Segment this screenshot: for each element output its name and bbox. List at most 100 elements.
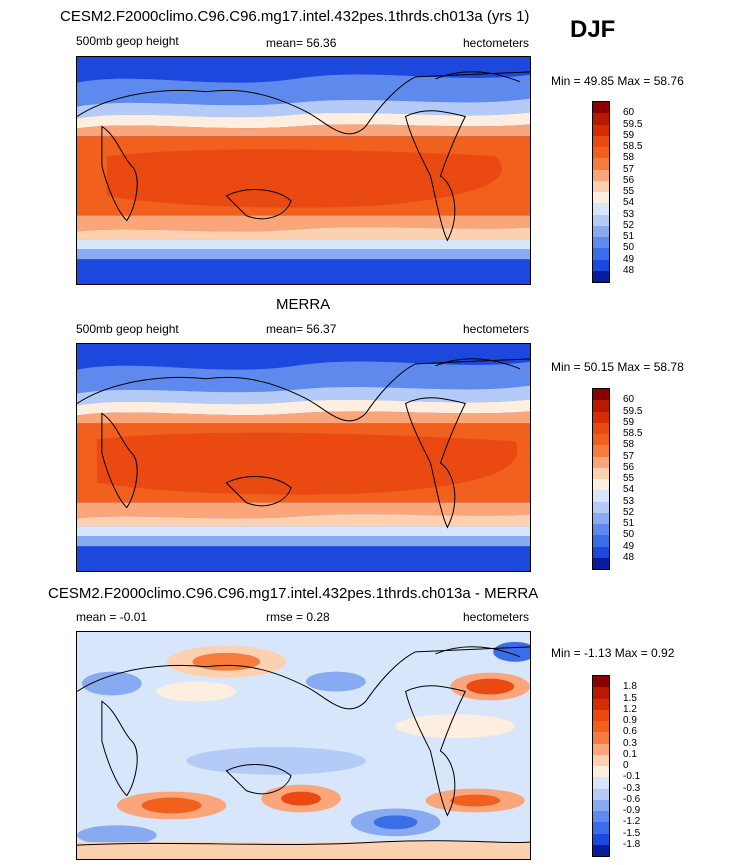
colorbar-tick-label: 0.6 [623, 726, 637, 738]
panel-2-units: hectometers [463, 322, 530, 336]
panel-1-colorbar [592, 101, 610, 283]
panel-1-minmax: Min = 49.85 Max = 58.76 [551, 74, 684, 88]
panel-2-map-plot [77, 344, 530, 571]
colorbar-swatch [593, 788, 609, 800]
panel-1-map [76, 56, 531, 285]
colorbar-swatch [593, 400, 609, 412]
colorbar-swatch [593, 479, 609, 491]
colorbar-tick-label: 58.5 [623, 428, 643, 439]
colorbar-swatch [593, 490, 609, 502]
panel-3-map-plot [77, 632, 530, 859]
panel-1-title: CESM2.F2000climo.C96.C96.mg17.intel.432p… [60, 8, 530, 25]
colorbar-tick-label: 49 [623, 253, 635, 265]
colorbar-swatch [593, 822, 609, 834]
colorbar-swatch [593, 225, 609, 237]
colorbar-swatch [593, 456, 609, 468]
colorbar-swatch [593, 169, 609, 181]
colorbar-tick-label: -1.5 [623, 827, 641, 839]
colorbar-tick-label: 59 [623, 416, 635, 428]
colorbar-swatch [593, 743, 609, 755]
colorbar-tick-label: 50 [623, 529, 635, 541]
panel-2-title: MERRA [276, 296, 331, 313]
panel-3-colorbar [592, 675, 610, 857]
colorbar-swatch [593, 698, 609, 710]
colorbar-tick-label: 54 [623, 197, 635, 209]
colorbar-tick-label: 1.2 [623, 703, 637, 715]
colorbar-tick-label: 57 [623, 163, 635, 175]
colorbar-swatch [593, 248, 609, 260]
colorbar-tick-label: 53 [623, 208, 635, 220]
panel-1-mean: mean= 56.36 [266, 36, 337, 50]
colorbar-tick-label: 48 [623, 551, 635, 563]
colorbar-tick-label: 52 [623, 506, 635, 518]
panel-2-minmax: Min = 50.15 Max = 58.78 [551, 360, 684, 374]
colorbar-tick-label: -1.2 [623, 816, 641, 828]
panel-2-mean: mean= 56.37 [266, 322, 337, 336]
colorbar-swatch [593, 389, 609, 401]
colorbar-tick-label: 58 [623, 439, 635, 451]
colorbar-tick-label: -0.3 [623, 782, 641, 794]
colorbar-swatch [593, 833, 609, 845]
colorbar-tick-label: 59.5 [623, 118, 643, 130]
colorbar-tick-label: 0.1 [623, 748, 637, 760]
colorbar-tick-label: 53 [623, 495, 635, 507]
colorbar-tick-label: 0.9 [623, 715, 637, 726]
colorbar-swatch [593, 113, 609, 125]
colorbar-swatch [593, 811, 609, 823]
colorbar-tick-label: 0.3 [623, 737, 637, 749]
panel-3-map [76, 631, 531, 860]
colorbar-swatch [593, 411, 609, 423]
panel-3-rmse: rmse = 0.28 [266, 610, 330, 624]
colorbar-swatch [593, 147, 609, 159]
colorbar-tick-label: 58 [623, 152, 635, 164]
colorbar-swatch [593, 259, 609, 271]
colorbar-swatch [593, 844, 609, 856]
panel-3-mean: mean = -0.01 [76, 610, 148, 624]
colorbar-tick-label: 58.5 [623, 141, 643, 152]
colorbar-tick-label: 52 [623, 219, 635, 231]
colorbar-tick-label: 51 [623, 231, 635, 242]
colorbar-tick-label: 48 [623, 264, 635, 276]
colorbar-swatch [593, 754, 609, 766]
colorbar-swatch [593, 422, 609, 434]
colorbar-swatch [593, 214, 609, 226]
colorbar-swatch [593, 799, 609, 811]
colorbar-tick-label: 60 [623, 107, 635, 119]
colorbar-swatch [593, 709, 609, 721]
colorbar-swatch [593, 445, 609, 457]
panel-1-units: hectometers [463, 36, 530, 50]
colorbar-swatch [593, 777, 609, 789]
colorbar-swatch [593, 158, 609, 170]
colorbar-swatch [593, 270, 609, 282]
panel-1-variable-label: 500mb geop height [76, 34, 179, 48]
colorbar-swatch [593, 135, 609, 147]
colorbar-swatch [593, 434, 609, 446]
colorbar-swatch [593, 467, 609, 479]
colorbar-swatch [593, 546, 609, 558]
colorbar-swatch [593, 687, 609, 699]
panel-2-colorbar [592, 388, 610, 570]
colorbar-tick-label: 1.5 [623, 692, 637, 704]
colorbar-tick-label: 55 [623, 186, 635, 197]
panel-1-map-plot [77, 57, 530, 284]
colorbar-swatch [593, 732, 609, 744]
colorbar-swatch [593, 676, 609, 688]
colorbar-swatch [593, 766, 609, 778]
colorbar-swatch [593, 524, 609, 536]
colorbar-tick-label: 49 [623, 540, 635, 552]
colorbar-tick-label: 55 [623, 473, 635, 484]
colorbar-tick-label: 54 [623, 484, 635, 496]
colorbar-swatch [593, 535, 609, 547]
colorbar-swatch [593, 124, 609, 136]
colorbar-tick-label: -0.9 [623, 805, 641, 816]
panel-3-title: CESM2.F2000climo.C96.C96.mg17.intel.432p… [48, 585, 539, 602]
colorbar-tick-label: 59.5 [623, 405, 643, 417]
colorbar-tick-label: 56 [623, 461, 635, 473]
panel-3-units: hectometers [463, 610, 530, 624]
colorbar-swatch [593, 180, 609, 192]
colorbar-swatch [593, 501, 609, 513]
colorbar-swatch [593, 237, 609, 249]
panel-3-minmax: Min = -1.13 Max = 0.92 [551, 646, 675, 660]
colorbar-swatch [593, 192, 609, 204]
colorbar-tick-label: 60 [623, 394, 635, 406]
